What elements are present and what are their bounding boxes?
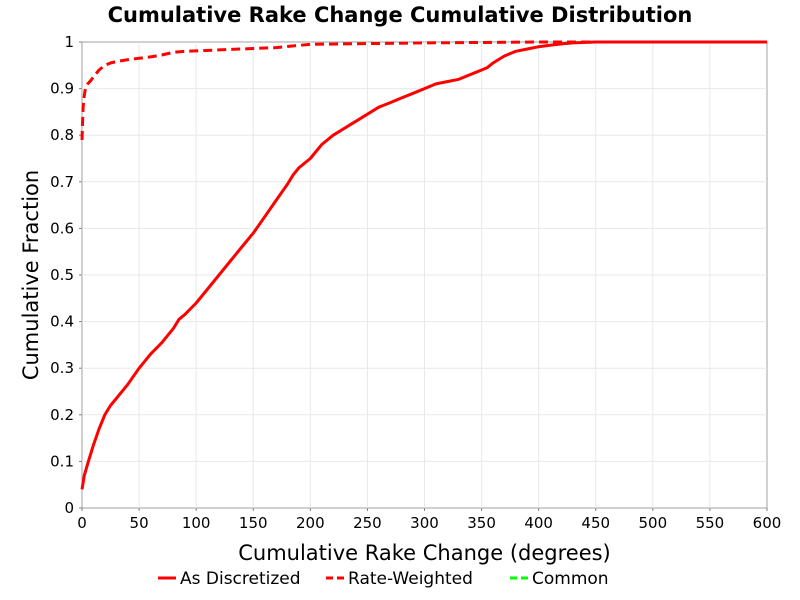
x-tick-label: 150	[239, 514, 268, 532]
x-tick-label: 0	[77, 514, 87, 532]
y-tick-label: 0.6	[50, 219, 74, 237]
legend: As Discretized Rate-Weighted Common	[158, 569, 609, 589]
axis-ticks: 0 50 100 150 200 250 300 350 400 450 500 550 600 0 0.1…	[50, 33, 781, 532]
x-tick-label: 250	[353, 514, 382, 532]
grid	[82, 42, 767, 508]
series-line-as-discretized	[80, 40, 767, 490]
y-tick-label: 0.3	[50, 359, 74, 377]
y-axis-label: Cumulative Fraction	[19, 170, 43, 380]
x-tick-label: 100	[182, 514, 211, 532]
x-tick-label: 450	[581, 514, 610, 532]
legend-label: As Discretized	[180, 569, 301, 589]
x-axis-label: Cumulative Rake Change (degrees)	[238, 541, 611, 565]
y-tick-label: 0.7	[50, 173, 74, 191]
y-tick-label: 0.9	[50, 80, 74, 98]
series-layer	[80, 40, 767, 490]
y-tick-label: 0.5	[50, 266, 74, 284]
x-tick-label: 200	[296, 514, 325, 532]
chart-title: Cumulative Rake Change Cumulative Distri…	[108, 3, 693, 27]
x-tick-label: 500	[639, 514, 668, 532]
x-tick-label: 600	[753, 514, 782, 532]
y-tick-label: 0.4	[50, 313, 74, 331]
x-tick-label: 50	[130, 514, 149, 532]
series-line-rate-weighted	[80, 40, 767, 140]
y-tick-label: 0	[64, 499, 74, 517]
x-tick-label: 300	[410, 514, 439, 532]
y-tick-label: 0.1	[50, 452, 74, 470]
legend-label: Common	[532, 569, 609, 589]
y-tick-label: 0.2	[50, 406, 74, 424]
x-tick-label: 400	[524, 514, 553, 532]
x-tick-label: 350	[467, 514, 496, 532]
y-tick-label: 0.8	[50, 126, 74, 144]
legend-label: Rate-Weighted	[348, 569, 473, 589]
x-tick-label: 550	[696, 514, 725, 532]
y-tick-label: 1	[64, 33, 74, 51]
